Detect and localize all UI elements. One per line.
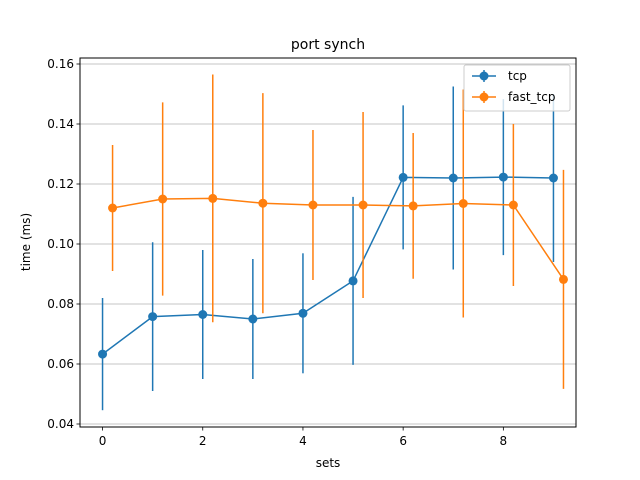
- data-point: [448, 173, 458, 183]
- series-fast_tcp: [108, 74, 568, 389]
- chart-title: port synch: [291, 37, 365, 53]
- x-tick-label: 0: [99, 434, 107, 448]
- data-point: [208, 193, 218, 203]
- data-point: [248, 314, 258, 324]
- plot-frame: [79, 57, 577, 428]
- data-point: [198, 310, 208, 319]
- x-axis-label: sets: [316, 456, 341, 470]
- y-tick-label: 0.12: [47, 177, 74, 191]
- data-point: [158, 194, 168, 204]
- data-point: [358, 200, 368, 210]
- legend-marker: [479, 71, 489, 81]
- series-tcp: [98, 86, 558, 411]
- data-point: [108, 203, 118, 213]
- data-point: [398, 172, 408, 182]
- data-point: [458, 199, 468, 208]
- y-tick-label: 0.04: [47, 417, 74, 431]
- legend-label: fast_tcp: [508, 90, 555, 104]
- y-axis-label: time (ms): [19, 213, 33, 271]
- legend-label: tcp: [508, 69, 527, 83]
- y-tick-label: 0.14: [47, 117, 74, 131]
- data-point: [408, 201, 418, 211]
- x-tick-label: 4: [299, 434, 307, 448]
- data-point: [98, 349, 108, 359]
- data-point: [148, 312, 158, 322]
- data-point: [558, 274, 568, 284]
- legend-marker: [479, 92, 489, 102]
- data-point: [298, 308, 308, 318]
- data-point: [308, 200, 318, 210]
- x-axis: 0 2 4 6 8: [99, 427, 507, 448]
- x-tick-label: 8: [500, 434, 508, 448]
- y-tick-label: 0.16: [47, 57, 74, 71]
- series-line: [102, 176, 554, 355]
- plot-background: [80, 58, 576, 427]
- x-tick-label: 2: [199, 434, 207, 448]
- data-point: [258, 198, 268, 208]
- data-point: [498, 172, 508, 182]
- y-tick-label: 0.10: [47, 237, 74, 251]
- series-line: [112, 197, 565, 280]
- legend: tcp fast_tcp: [463, 64, 571, 112]
- y-tick-label: 0.06: [47, 357, 74, 371]
- x-tick-label: 6: [399, 434, 407, 448]
- series-layer: [98, 74, 568, 411]
- y-tick-label: 0.08: [47, 297, 74, 311]
- data-point: [548, 173, 558, 183]
- data-point: [508, 200, 518, 210]
- data-point: [348, 276, 358, 286]
- y-axis: 0.04 0.06 0.08 0.10 0.12 0.14 0.16: [47, 57, 80, 431]
